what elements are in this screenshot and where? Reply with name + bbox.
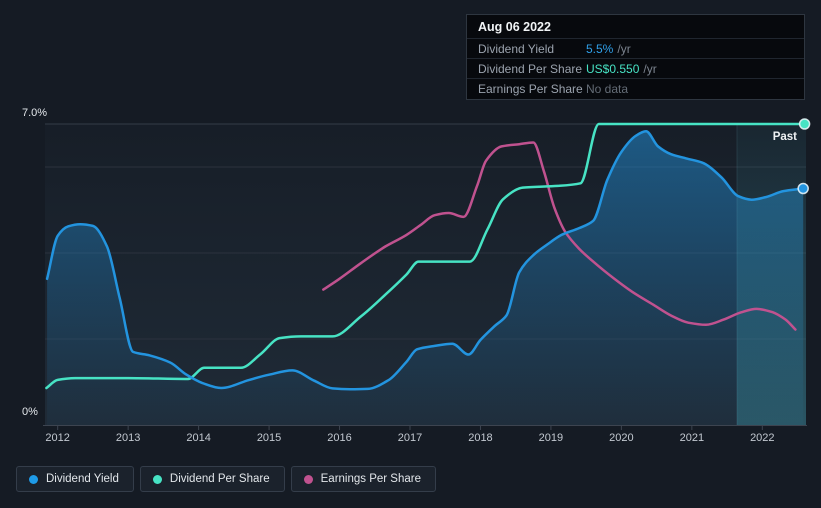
past-region-label: Past [772, 131, 797, 143]
x-axis-label: 2021 [679, 432, 705, 444]
x-axis-label: 2017 [397, 432, 423, 444]
chart-tooltip: Aug 06 2022 Dividend Yield 5.5%/yr Dividen… [466, 14, 805, 100]
series-line-earnings-per-share [322, 141, 797, 331]
legend-item-label: Dividend Yield [46, 473, 119, 485]
chart-legend: Dividend Yield Dividend Per Share Earnings… [16, 466, 436, 492]
past-region-band [736, 124, 806, 425]
legend-item-dividend-yield[interactable]: Dividend Yield [16, 466, 134, 492]
x-axis-label: 2022 [750, 432, 775, 444]
series-end-marker [798, 118, 811, 130]
x-axis-label: 2020 [609, 432, 634, 444]
legend-item-label: Dividend Per Share [169, 473, 270, 485]
legend-item-label: Earnings Per Share [320, 473, 421, 485]
legend-item-dividend-per-share[interactable]: Dividend Per Share [139, 466, 285, 492]
series-end-marker [797, 182, 809, 195]
tooltip-row: Dividend Per Share US$0.550/yr [467, 59, 804, 79]
tooltip-row-value: 5.5% [586, 41, 614, 56]
tooltip-row-unit: /yr [643, 61, 657, 76]
legend-item-earnings-per-share[interactable]: Earnings Per Share [290, 466, 436, 492]
series-line-dividend-yield [45, 130, 805, 391]
tooltip-row: Earnings Per Share No data [467, 79, 804, 99]
legend-dot-icon [303, 474, 313, 484]
x-axis-label: 2013 [115, 432, 141, 444]
dividend-yield-area [47, 131, 804, 426]
tooltip-row-label: Dividend Per Share [478, 61, 583, 76]
tooltip-row-value: US$0.550 [586, 61, 640, 76]
tooltip-row-value: No data [586, 82, 629, 96]
tooltip-row-label: Earnings Per Share [478, 82, 583, 96]
tooltip-row: Dividend Yield 5.5%/yr [467, 39, 804, 59]
tooltip-row-label: Dividend Yield [478, 41, 555, 56]
x-axis-label: 2016 [327, 432, 352, 444]
x-axis-label: 2014 [186, 432, 211, 444]
tooltip-date: Aug 06 2022 [467, 15, 804, 39]
x-axis-label: 2012 [45, 432, 70, 444]
legend-dot-icon [152, 474, 162, 484]
x-axis-label: 2015 [256, 432, 282, 444]
y-axis-label-bottom: 0% [22, 406, 38, 418]
series-line-dividend-per-share [45, 122, 806, 390]
x-axis-label: 2019 [538, 432, 564, 444]
x-axis-label: 2018 [468, 432, 493, 444]
tooltip-row-unit: /yr [617, 41, 631, 56]
legend-dot-icon [29, 474, 38, 484]
y-axis-label-top: 7.0% [22, 107, 48, 119]
